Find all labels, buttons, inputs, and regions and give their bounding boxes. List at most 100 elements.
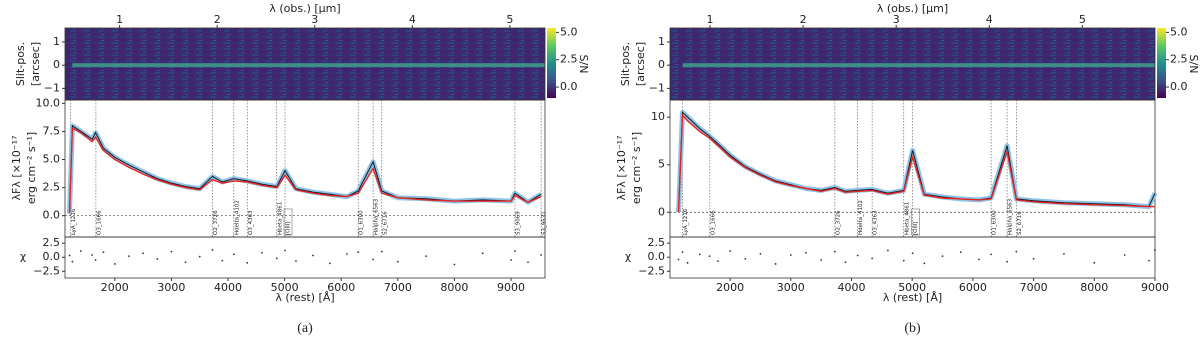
line-label: O1_6300 — [992, 210, 998, 235]
chi-point — [396, 260, 399, 263]
chi-point — [68, 254, 71, 257]
y-tick-label: 0.0 — [43, 250, 61, 263]
x-tick-label: 3000 — [157, 281, 185, 294]
label-box — [283, 208, 293, 236]
line-label: S2_6716 — [1017, 211, 1023, 235]
trace — [682, 63, 1155, 68]
chi-point — [261, 251, 263, 254]
top-tick-label: 3 — [311, 13, 318, 26]
top-tick-label: 2 — [214, 13, 221, 26]
chi-point — [71, 260, 74, 263]
chi-point — [232, 253, 235, 256]
chi-point — [94, 259, 97, 261]
top-axis-label: λ (obs.) [µm] — [877, 2, 948, 15]
line-label: Halpha_6563 — [1008, 198, 1014, 235]
y-tick-label: 0 — [53, 58, 60, 71]
chi-point — [941, 255, 944, 257]
line-label: Hdelta_4102 — [858, 200, 864, 235]
y-tick-label: 7.5 — [43, 124, 61, 137]
chi-point — [198, 255, 201, 258]
chi-point — [246, 261, 249, 264]
top-tick-label: 1 — [116, 13, 123, 26]
frame — [669, 99, 1156, 238]
x-tick-label: 3000 — [777, 281, 805, 294]
chi-point — [759, 252, 762, 255]
chi-point — [681, 251, 684, 254]
chi-point — [156, 258, 159, 260]
x-tick-label: 6000 — [327, 281, 355, 294]
data-line — [69, 124, 542, 214]
caption: (a) — [297, 321, 313, 336]
chi-point — [1032, 258, 1035, 260]
y-tick-label: −1 — [649, 81, 665, 94]
chi-point — [425, 255, 428, 257]
x-tick-label: 9000 — [1141, 281, 1169, 294]
x-tick-label: 2000 — [101, 281, 129, 294]
trace — [72, 63, 545, 68]
x-axis-label: λ (rest) [Å] — [883, 291, 942, 304]
chi-point — [990, 253, 993, 256]
chi-point — [184, 261, 187, 264]
chi-point — [708, 255, 711, 257]
colorbar-tick-label: 2.5 — [560, 53, 578, 66]
y-tick-label: −2.5 — [638, 264, 665, 277]
y-tick-label: 0.0 — [43, 209, 61, 222]
error-band — [676, 109, 1158, 213]
chi-point — [357, 251, 360, 254]
chi-point — [729, 250, 731, 252]
x-tick-label: 9000 — [497, 281, 525, 294]
chi-point — [295, 260, 297, 263]
y-tick-label: 2.5 — [43, 236, 61, 249]
colorbar — [547, 28, 556, 98]
chi-point — [540, 254, 542, 256]
chi-point — [871, 257, 874, 260]
colorbar-label: S/N — [577, 55, 590, 74]
line-label: LyA_1216 — [683, 208, 689, 235]
chi-point — [221, 259, 224, 262]
chi-point — [844, 261, 847, 264]
top-axis-label: λ (obs.) [µm] — [269, 2, 340, 15]
chi-point — [170, 250, 173, 253]
line-label: S3_9531 — [542, 211, 548, 235]
line-label: Hbeta_4861 — [277, 202, 283, 235]
colorbar — [1157, 28, 1166, 98]
y-axis-label: χ — [625, 250, 632, 263]
colorbar-tick-label: 0.0 — [560, 80, 578, 93]
chi-point — [453, 263, 456, 266]
line-label: S3_9069 — [515, 211, 521, 235]
colorbar-tick-label: 0.0 — [1170, 80, 1188, 93]
frame — [669, 236, 1156, 279]
x-tick-label: 5000 — [271, 281, 299, 294]
y-tick-label: 2.5 — [43, 181, 61, 194]
colorbar-tick-label: 2.5 — [1170, 53, 1188, 66]
chi-point — [211, 249, 214, 251]
model-line — [68, 126, 542, 214]
chi-point — [959, 251, 962, 254]
y-tick-label: 5.0 — [43, 153, 61, 166]
colorbar-tick-label: 5.0 — [1170, 25, 1188, 38]
chi-point — [911, 252, 914, 255]
line-label: LyA_1216 — [71, 208, 77, 235]
chi-point — [345, 252, 348, 255]
x-tick-label: 7000 — [1020, 281, 1048, 294]
chi-point — [1015, 250, 1018, 253]
chi-point — [698, 253, 701, 256]
chi-point — [744, 258, 747, 260]
y-axis-label: [arcsec] — [634, 42, 647, 86]
x-tick-label: 8000 — [440, 281, 468, 294]
chi-point — [1123, 254, 1126, 256]
x-tick-label: 4000 — [837, 281, 865, 294]
caption: (b) — [904, 321, 921, 336]
chi-point — [372, 258, 374, 261]
top-tick-label: 3 — [893, 13, 900, 26]
chi-point — [902, 259, 905, 262]
y-axis-label: χ — [20, 250, 27, 263]
chi-point — [1006, 260, 1008, 263]
chi-point — [887, 249, 889, 252]
line-label: O1_6300 — [359, 210, 365, 235]
line-label: Hbeta_4861 — [904, 202, 910, 235]
x-axis-label: λ (rest) [Å] — [275, 291, 334, 304]
chi-point — [142, 252, 145, 255]
